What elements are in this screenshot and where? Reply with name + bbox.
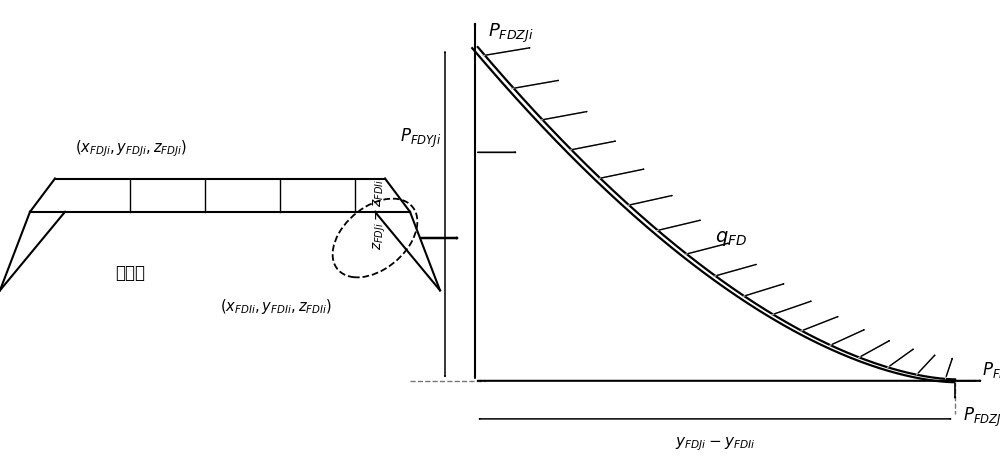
Text: $y_{FDJi}-y_{FDIi}$: $y_{FDJi}-y_{FDIi}$ [675, 436, 755, 453]
Text: $(x_{FDIi},y_{FDIi},z_{FDIi})$: $(x_{FDIi},y_{FDIi},z_{FDIi})$ [220, 298, 332, 317]
Text: $P_{FDZJi}$: $P_{FDZJi}$ [488, 21, 534, 45]
Text: $P_{FDYJi}$: $P_{FDYJi}$ [982, 361, 1000, 384]
Text: $P_{FDYJi}$: $P_{FDYJi}$ [400, 127, 441, 150]
Text: $z_{FDJi}-z_{FDIi}$: $z_{FDJi}-z_{FDIi}$ [372, 178, 388, 250]
Text: $P_{FDZJi}$: $P_{FDZJi}$ [963, 406, 1000, 429]
Text: $(x_{FDJi},y_{FDJi},z_{FDJi})$: $(x_{FDJi},y_{FDJi},z_{FDJi})$ [75, 139, 187, 159]
Text: $q_{FD}$: $q_{FD}$ [715, 228, 747, 248]
Text: 风拉索: 风拉索 [115, 264, 145, 282]
